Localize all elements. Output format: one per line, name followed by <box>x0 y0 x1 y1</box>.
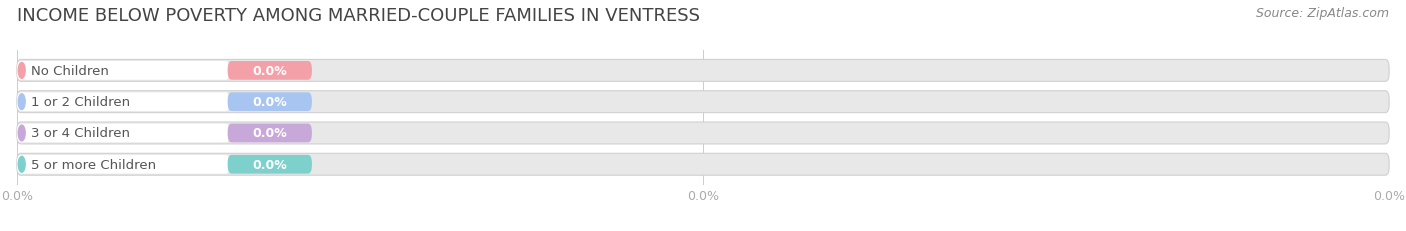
FancyBboxPatch shape <box>228 124 312 143</box>
Text: 0.0%: 0.0% <box>253 96 287 109</box>
Text: Source: ZipAtlas.com: Source: ZipAtlas.com <box>1256 7 1389 20</box>
Circle shape <box>18 94 25 110</box>
FancyBboxPatch shape <box>228 155 312 174</box>
Text: No Children: No Children <box>31 65 108 78</box>
FancyBboxPatch shape <box>228 62 312 80</box>
FancyBboxPatch shape <box>17 155 229 174</box>
FancyBboxPatch shape <box>228 93 312 112</box>
Text: 1 or 2 Children: 1 or 2 Children <box>31 96 129 109</box>
FancyBboxPatch shape <box>17 122 1389 144</box>
FancyBboxPatch shape <box>17 62 229 80</box>
Text: 3 or 4 Children: 3 or 4 Children <box>31 127 129 140</box>
FancyBboxPatch shape <box>17 91 1389 113</box>
Circle shape <box>18 125 25 141</box>
Circle shape <box>18 157 25 172</box>
Text: 5 or more Children: 5 or more Children <box>31 158 156 171</box>
FancyBboxPatch shape <box>17 124 229 143</box>
FancyBboxPatch shape <box>17 154 1389 176</box>
Text: 0.0%: 0.0% <box>253 158 287 171</box>
FancyBboxPatch shape <box>17 60 1389 82</box>
Circle shape <box>18 63 25 79</box>
Text: 0.0%: 0.0% <box>253 127 287 140</box>
Text: 0.0%: 0.0% <box>253 65 287 78</box>
FancyBboxPatch shape <box>17 93 229 112</box>
Text: INCOME BELOW POVERTY AMONG MARRIED-COUPLE FAMILIES IN VENTRESS: INCOME BELOW POVERTY AMONG MARRIED-COUPL… <box>17 7 700 25</box>
